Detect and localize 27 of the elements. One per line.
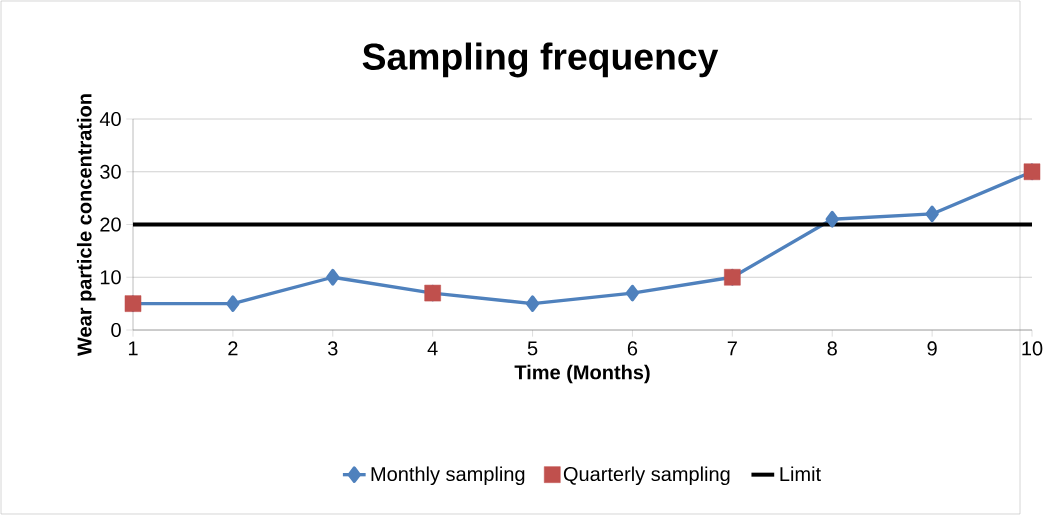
point [925,205,939,223]
point [525,295,540,312]
x-tick-label: 9 [927,341,937,356]
chart-title: Sampling frequency [362,42,719,78]
y-tick-label: 0 [111,322,121,338]
legend-label: Limit [780,466,821,482]
y-axis-title: Wear particle concentration [76,94,96,356]
x-tick-label: 1 [128,341,138,356]
y-tick-label: 20 [100,217,121,232]
x-tick-label: 2 [228,341,238,356]
legend-label: Quarterly sampling [563,466,730,486]
y-tick-label: 40 [99,111,121,127]
y-tick-label: 30 [100,164,121,179]
x-tick-label: 4 [427,341,438,356]
x-tick-label: 7 [727,341,737,356]
legend-label: Monthly sampling [371,466,525,486]
point [326,268,340,286]
x-tick-label: 3 [327,341,338,356]
x-axis-title: Time (Months) [514,364,650,384]
x-tick-label: 5 [527,341,538,356]
point [226,295,240,312]
point [825,210,839,228]
x-tick-label: 8 [827,341,837,356]
point [625,284,640,302]
x-tick-label: 6 [627,341,638,356]
x-tick-label: 10 [1022,341,1043,356]
y-tick-label: 10 [100,270,121,285]
